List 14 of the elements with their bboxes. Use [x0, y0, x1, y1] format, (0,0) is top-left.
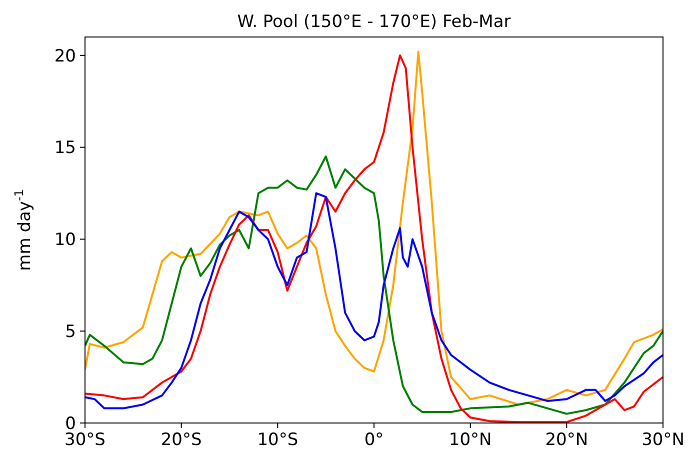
chart-title: W. Pool (150°E - 170°E) Feb-Mar: [237, 12, 511, 32]
x-tick-label: 10°N: [448, 430, 492, 450]
y-tick-label: 5: [65, 322, 76, 342]
x-tick-label: 20°N: [545, 430, 588, 450]
y-tick-label: 10: [54, 230, 76, 250]
x-tick-label: 30°S: [64, 430, 106, 450]
y-tick-label: 15: [54, 138, 76, 158]
line-series: [85, 155, 663, 415]
line-series: [85, 192, 663, 410]
x-tick-label: 30°N: [642, 430, 684, 450]
x-tick-label: 0°: [364, 430, 384, 450]
x-tick-label: 20°S: [160, 430, 202, 450]
y-tick-label: 20: [54, 46, 76, 66]
x-tick-label: 10°S: [257, 430, 298, 450]
